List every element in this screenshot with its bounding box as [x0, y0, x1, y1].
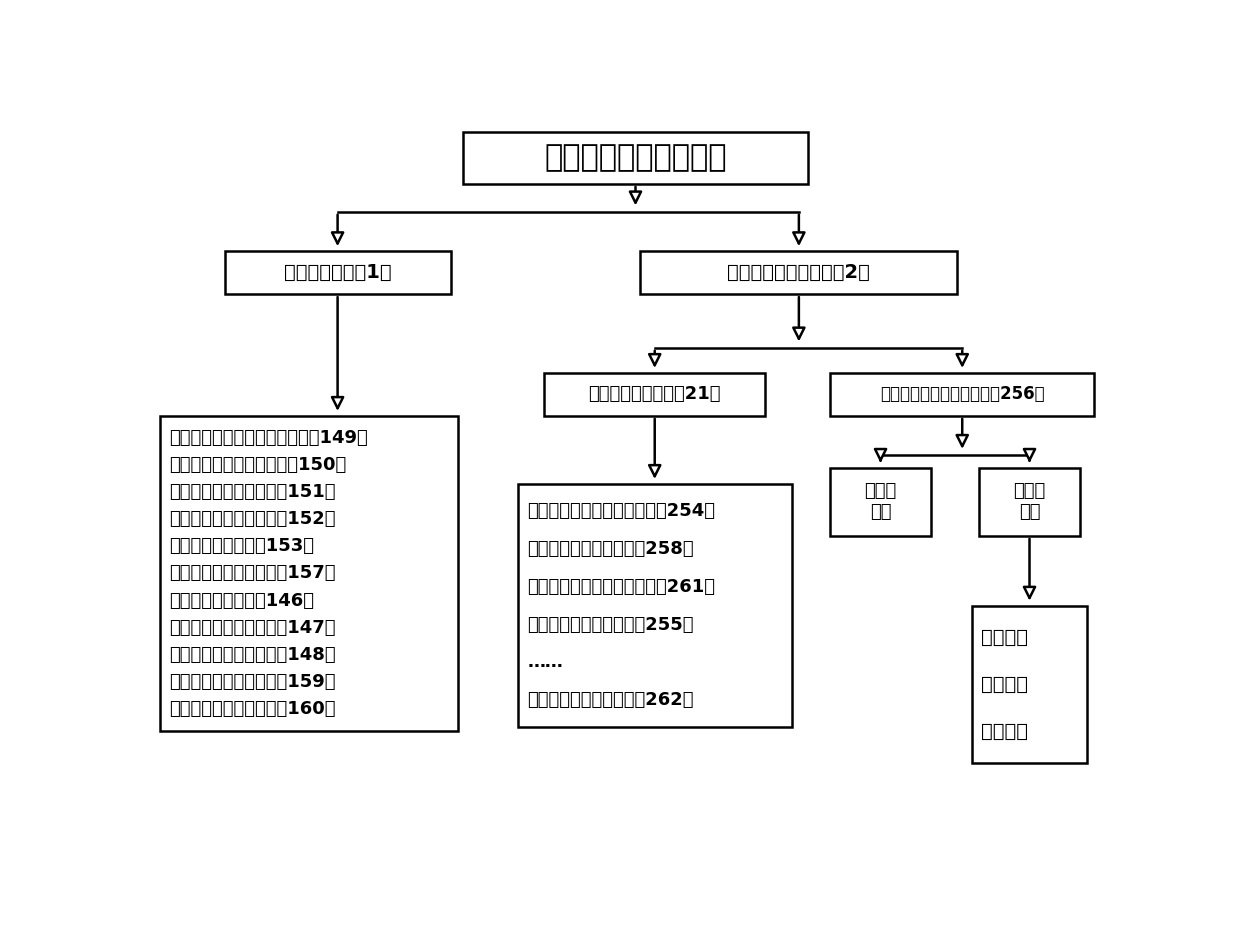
Text: 数据字典信息管理模块（159）: 数据字典信息管理模块（159） [170, 672, 336, 691]
FancyBboxPatch shape [972, 605, 1087, 764]
Text: 样本类型信息管理模块（152）: 样本类型信息管理模块（152） [170, 511, 336, 528]
Text: 第二单元: 第二单元 [982, 675, 1028, 694]
Text: 样本信息处理及分析模块（256）: 样本信息处理及分析模块（256） [880, 385, 1044, 404]
Text: 药物信息管理模块（153）: 药物信息管理模块（153） [170, 538, 315, 555]
Text: 药物基因对项目信息管理模块（149）: 药物基因对项目信息管理模块（149） [170, 429, 368, 447]
Text: 精准用药智能报告系统: 精准用药智能报告系统 [544, 143, 727, 173]
Text: 信息自动匹配模块（21）: 信息自动匹配模块（21） [589, 385, 720, 404]
FancyBboxPatch shape [544, 373, 765, 416]
Text: 样本状态信息管理模块（148）: 样本状态信息管理模块（148） [170, 645, 336, 664]
Text: 基因位点信息管理模块（147）: 基因位点信息管理模块（147） [170, 618, 336, 637]
FancyBboxPatch shape [830, 373, 1095, 416]
Text: 报告模板信息管理模块（160）: 报告模板信息管理模块（160） [170, 700, 336, 718]
Text: 待审报告自动生成模块（255）: 待审报告自动生成模块（255） [527, 616, 694, 633]
Text: ……: …… [527, 653, 563, 671]
Text: 信息分析及处理模块（2）: 信息分析及处理模块（2） [728, 263, 870, 282]
Text: 实验文件信息管理模块（157）: 实验文件信息管理模块（157） [170, 565, 336, 582]
FancyBboxPatch shape [640, 251, 957, 294]
FancyBboxPatch shape [980, 468, 1080, 536]
FancyBboxPatch shape [830, 468, 931, 536]
Text: 第三单元: 第三单元 [982, 722, 1028, 741]
FancyBboxPatch shape [224, 251, 450, 294]
FancyBboxPatch shape [160, 416, 458, 731]
Text: 用药知识信息自动匹配模块（261）: 用药知识信息自动匹配模块（261） [527, 578, 715, 596]
Text: 信息管理模块（1）: 信息管理模块（1） [284, 263, 392, 282]
Text: 前处理
模块: 前处理 模块 [864, 483, 897, 522]
Text: 实验文件信息自动匹配模块（254）: 实验文件信息自动匹配模块（254） [527, 502, 715, 521]
Text: 待办事项信息管理模块（151）: 待办事项信息管理模块（151） [170, 484, 336, 501]
Text: 后处理
模块: 后处理 模块 [1013, 483, 1045, 522]
Text: 报告模板自动匹配模块（262）: 报告模板自动匹配模块（262） [527, 691, 694, 709]
Text: 基因信息管理模块（146）: 基因信息管理模块（146） [170, 591, 315, 609]
FancyBboxPatch shape [463, 132, 808, 184]
Text: 第一单元: 第一单元 [982, 628, 1028, 647]
Text: 基因信息自动匹配模块（258）: 基因信息自动匹配模块（258） [527, 540, 694, 558]
Text: 用药知识库信息管理模块（150）: 用药知识库信息管理模块（150） [170, 456, 347, 474]
FancyBboxPatch shape [518, 484, 791, 727]
